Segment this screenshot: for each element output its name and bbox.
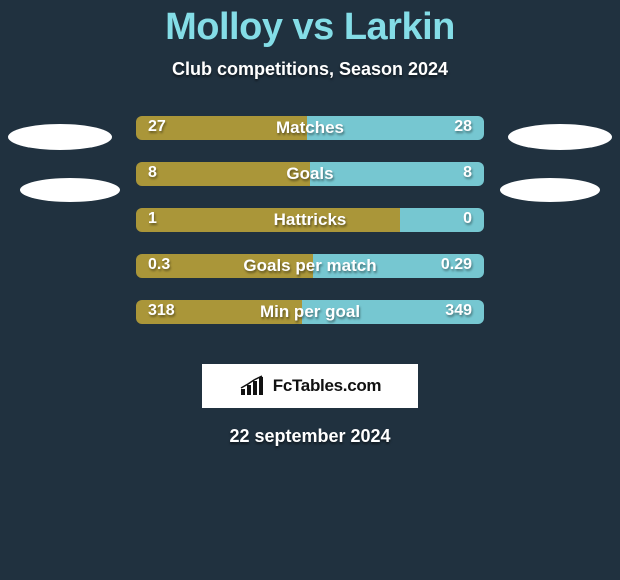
stat-row: 88Goals	[0, 162, 620, 208]
stat-row: 10Hattricks	[0, 208, 620, 254]
stats-container: 2728Matches88Goals10Hattricks0.30.29Goal…	[0, 116, 620, 346]
branding-box: FcTables.com	[202, 364, 418, 408]
footer-date: 22 september 2024	[0, 426, 620, 447]
page-subtitle: Club competitions, Season 2024	[0, 59, 620, 80]
bar-chart-icon	[239, 375, 267, 397]
stat-label: Goals	[136, 164, 484, 184]
stat-row: 318349Min per goal	[0, 300, 620, 346]
stat-row: 0.30.29Goals per match	[0, 254, 620, 300]
stat-label: Hattricks	[136, 210, 484, 230]
page-title: Molloy vs Larkin	[0, 0, 620, 49]
stat-row: 2728Matches	[0, 116, 620, 162]
stat-label: Matches	[136, 118, 484, 138]
branding-text: FcTables.com	[273, 376, 382, 396]
stat-label: Goals per match	[136, 256, 484, 276]
stat-label: Min per goal	[136, 302, 484, 322]
